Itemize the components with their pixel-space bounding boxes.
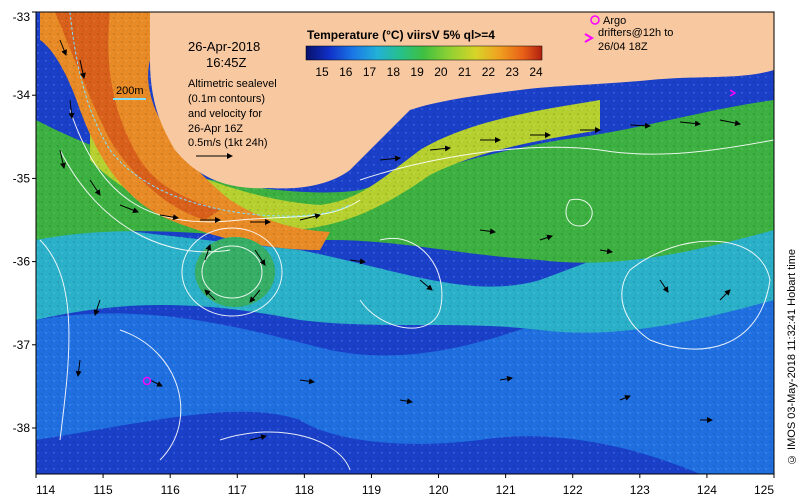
colorbar-tick-label: 21 [458,65,472,79]
lat-tick-label: -35 [13,171,31,185]
lon-tick-label: 124 [697,483,717,497]
velocity-arrows [59,39,741,441]
argo-legend: Argo drifters@12h to 26/04 18Z [584,15,673,53]
altimetry-note-line: 0.5m/s (1kt 24h) [188,137,267,149]
colorbar-tick-label: 18 [387,65,401,79]
altimetry-note-line: 26-Apr 16Z [188,123,243,135]
lon-tick-label: 122 [563,483,583,497]
lon-tick-label: 120 [429,483,449,497]
sealevel-contours [39,109,775,471]
drifter-legend-label: 26/04 18Z [598,41,648,53]
lat-tick-label: -38 [13,421,31,435]
colorbar-tick-label: 15 [315,65,329,79]
lon-tick-label: 114 [36,483,55,497]
colorbar-tick-label: 22 [482,65,496,79]
drifter-marker [729,89,737,97]
lon-tick-label: 116 [161,483,180,497]
lon-tick-label: 121 [496,483,516,497]
lat-tick-label: -33 [13,10,31,24]
drifter-legend-label: drifters@12h to [598,27,673,39]
colorbar-ticks: 15 16 17 18 19 20 21 22 23 24 [315,65,543,79]
altimetry-note-line: (0.1m contours) [188,93,265,105]
altimetry-note-line: Altimetric sealevel [188,78,277,90]
colorbar-tick-label: 23 [506,65,520,79]
longitude-axis: 114 115 116 117 118 119 120 121 122 123 124 125 [35,474,775,497]
colorbar: Temperature (°C) viirsV 5% ql>=4 15 16 17 1… [305,28,543,79]
credit-text: © IMOS 03-May-2018 11:32:41 Hobart time [786,248,798,465]
colorbar-title: Temperature (°C) viirsV 5% ql>=4 [307,28,495,42]
lon-tick-label: 117 [228,483,247,497]
lon-tick-label: 123 [630,483,650,497]
colorbar-tick-label: 17 [363,65,377,79]
altimetry-note: Altimetric sealevel (0.1m contours) and … [188,78,277,159]
drifter-legend-icon [584,33,595,43]
lon-tick-label: 115 [94,483,113,497]
argo-legend-label: Argo [603,15,626,27]
colorbar-gradient [305,45,543,61]
date-label: 26-Apr-2018 [188,39,260,54]
time-label: 16:45Z [206,55,247,70]
altimetry-note-line: and velocity for [188,108,262,120]
isobath-200m-line [69,11,351,217]
lat-tick-label: -37 [13,338,31,352]
colorbar-tick-label: 16 [339,65,353,79]
colorbar-tick-label: 20 [434,65,448,79]
isobath-label: 200m [116,85,144,97]
colorbar-tick-label: 24 [529,65,543,79]
map-plot-area [35,11,775,475]
argo-float-marker [142,376,152,386]
lon-tick-label: 119 [362,483,381,497]
lon-tick-label: 118 [295,483,314,497]
map-frame [35,11,775,475]
lat-tick-label: -34 [13,88,31,102]
argo-legend-icon [590,15,600,25]
lon-tick-label: 125 [754,483,774,497]
latitude-axis: -33 -34 -35 -36 -37 -38 [13,10,36,435]
colorbar-tick-label: 19 [410,65,424,79]
lat-tick-label: -36 [13,255,31,269]
